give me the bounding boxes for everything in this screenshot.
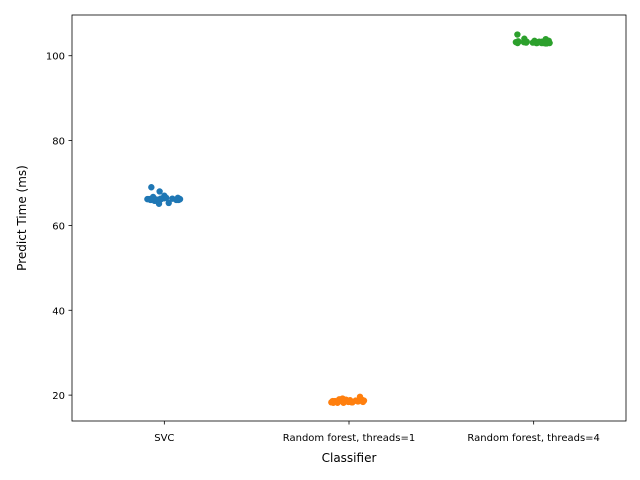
y-tick-label: 80 xyxy=(52,137,65,148)
y-axis-ticks: 20 40 60 80 100 xyxy=(46,52,72,402)
y-tick-label: 100 xyxy=(46,52,65,63)
data-point xyxy=(149,195,157,202)
data-point xyxy=(173,196,180,204)
strip-random-forest-threads-4 xyxy=(512,31,553,47)
data-point xyxy=(533,39,540,47)
axes-frame xyxy=(71,14,627,422)
data-point xyxy=(349,399,356,406)
y-tick-label: 20 xyxy=(52,391,65,402)
y-tick-label: 40 xyxy=(52,306,65,317)
data-point xyxy=(330,399,337,406)
data-point xyxy=(155,200,163,207)
x-axis-ticks: SVC Random forest, threads=1 Random forest… xyxy=(154,421,600,444)
data-point xyxy=(359,398,366,405)
data-point xyxy=(335,398,342,405)
data-point xyxy=(522,39,530,46)
strip-random-forest-threads-1 xyxy=(328,393,368,406)
data-point xyxy=(158,195,165,202)
data-point xyxy=(144,195,151,203)
data-point xyxy=(515,38,522,45)
data-point xyxy=(163,194,170,202)
x-axis-label: Classifier xyxy=(322,451,377,465)
strip-svc xyxy=(144,184,184,207)
data-point xyxy=(148,184,155,191)
data-point xyxy=(514,31,521,38)
x-tick-label-random-forest-threads-1: Random forest, threads=1 xyxy=(283,433,415,444)
data-point xyxy=(542,35,549,43)
y-tick-label: 60 xyxy=(52,221,65,232)
data-point xyxy=(165,199,172,207)
x-tick-label-svc: SVC xyxy=(154,433,174,444)
data-point xyxy=(156,188,163,195)
y-axis-label: Predict Time (ms) xyxy=(15,165,29,271)
x-tick-label-random-forest-threads-4: Random forest, threads=4 xyxy=(467,433,599,444)
data-points xyxy=(144,31,553,406)
